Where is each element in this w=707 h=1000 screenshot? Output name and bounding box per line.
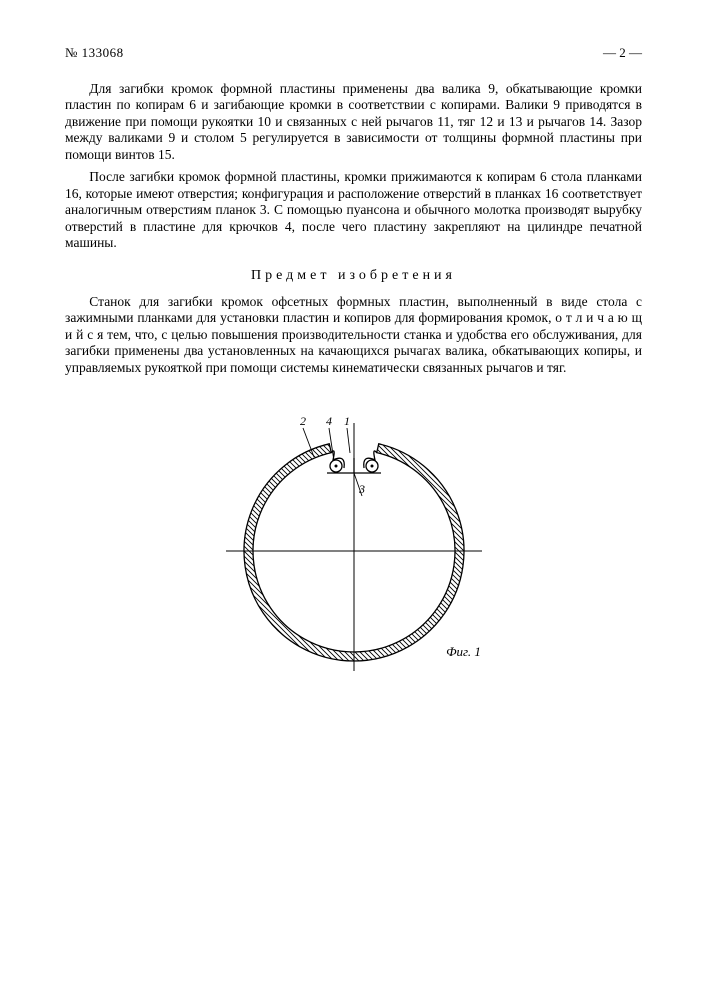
svg-text:1: 1 xyxy=(344,414,350,428)
svg-text:3: 3 xyxy=(358,482,365,496)
figure-svg: 2 41 3 xyxy=(224,411,484,671)
svg-text:4: 4 xyxy=(326,414,332,428)
paragraph-2: После загибки кромок формной пластины, к… xyxy=(65,169,642,251)
figure-1: 2 41 3 Фиг. 1 xyxy=(65,411,642,689)
claim-paragraph: Станок для загибки кромок офсетных формн… xyxy=(65,294,642,376)
document-number: № 133068 xyxy=(65,45,124,61)
figure-caption: Фиг. 1 xyxy=(446,644,481,660)
page-header: № 133068 — 2 — xyxy=(65,45,642,61)
paragraph-1: Для загибки кромок формной пластины прим… xyxy=(65,81,642,163)
svg-text:2: 2 xyxy=(300,414,306,428)
section-title: Предмет изобретения xyxy=(65,268,642,284)
page: № 133068 — 2 — Для загибки кромок формно… xyxy=(0,0,707,1000)
page-number: — 2 — xyxy=(603,45,642,61)
